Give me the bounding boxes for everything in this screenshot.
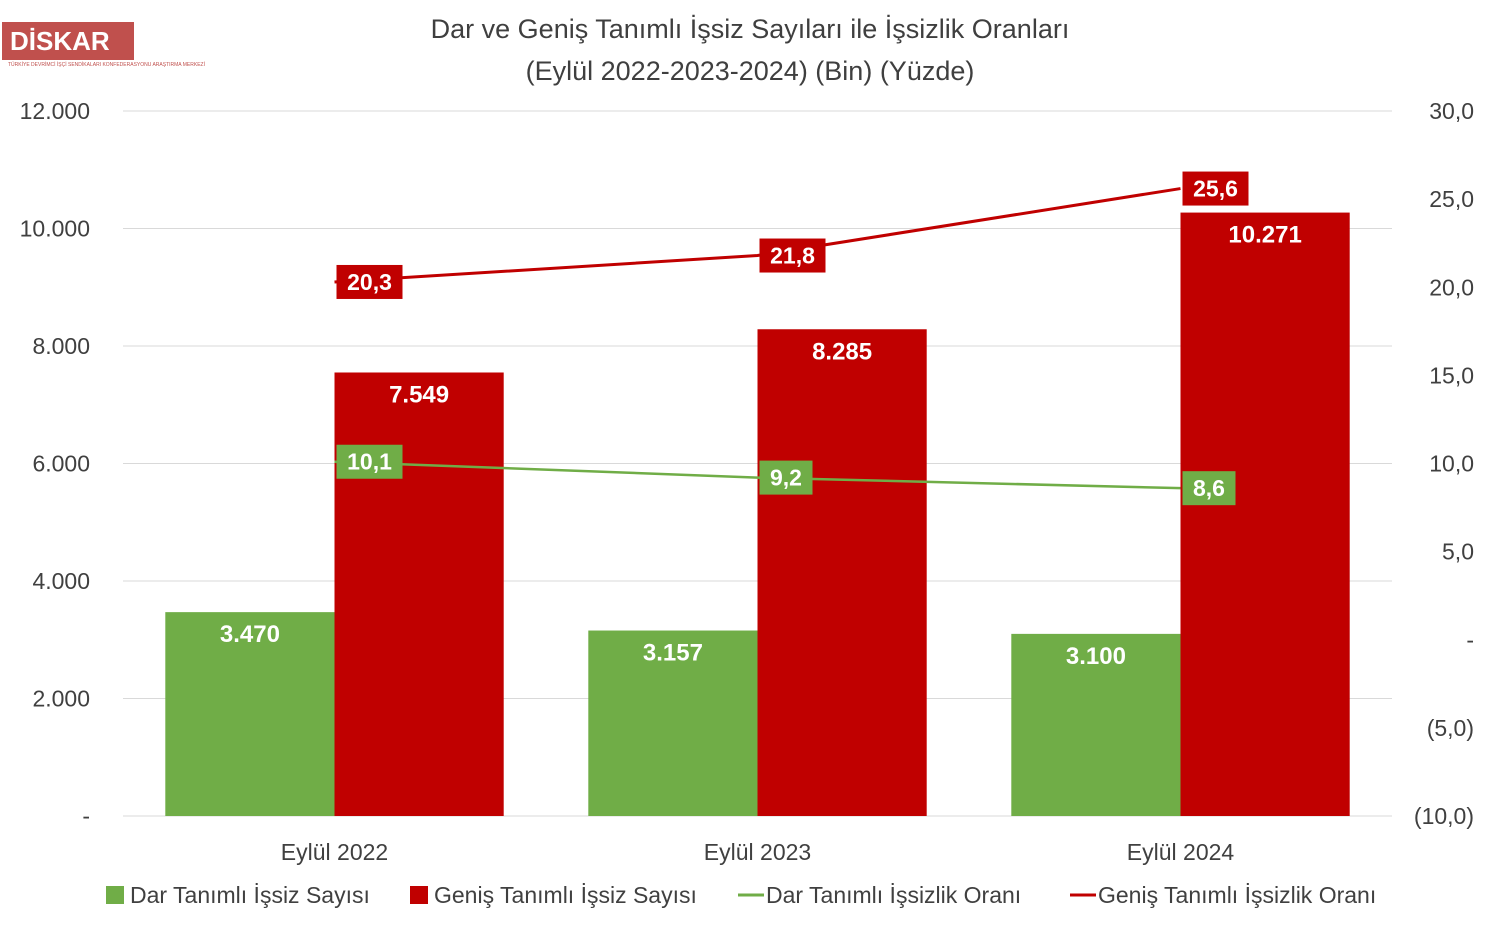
series-line: [334, 460, 1181, 490]
bar-value-label: 3.157: [643, 640, 703, 667]
point-label-box: [1182, 471, 1236, 506]
legend-label: Dar Tanımlı İşsiz Sayısı: [130, 882, 370, 908]
category-label: Eylül 2024: [1127, 839, 1235, 865]
right-tick-label: 10,0: [1429, 451, 1474, 477]
point-label-box: [1182, 171, 1249, 206]
bar-value-label: 7.549: [389, 381, 449, 408]
right-tick-label: 15,0: [1429, 362, 1474, 388]
right-axis: (10,0) (5,0) - 5,0 10,0 15,0 20,0 25,0 30,0: [1414, 98, 1474, 829]
left-axis: - 2.000 4.000 6.000 8.000 10.000 12.000: [20, 98, 90, 829]
bar: [1180, 212, 1350, 817]
logo-background: [2, 22, 134, 60]
left-tick-label: 10.000: [20, 216, 90, 242]
legend-swatch: [410, 886, 428, 904]
bar-value-label: 10.271: [1228, 222, 1301, 249]
chart-subtitle: (Eylül 2022-2023-2024) (Bin) (Yüzde): [526, 56, 975, 86]
right-tick-label: 30,0: [1429, 98, 1474, 124]
left-tick-label: 2.000: [32, 686, 90, 712]
point-value-label: 21,8: [770, 243, 815, 269]
left-tick-label: -: [82, 803, 90, 829]
left-tick-label: 4.000: [32, 568, 90, 594]
point-value-label: 20,3: [347, 269, 392, 295]
point-value-label: 25,6: [1193, 176, 1238, 202]
point-value-label: 9,2: [770, 465, 802, 491]
legend-swatch: [106, 886, 124, 904]
bar: [757, 329, 927, 816]
left-tick-label: 8.000: [32, 333, 90, 359]
bar: [1011, 633, 1181, 816]
diskar-logo: DİSKAR TÜRKİYE DEVRİMCİ İŞÇİ SENDİKALARI…: [2, 22, 205, 68]
right-tick-label: 20,0: [1429, 274, 1474, 300]
point-label-box: [759, 460, 813, 495]
left-tick-label: 12.000: [20, 98, 90, 124]
bars: 3.470 3.157 3.100 7.549 8.285 10.271: [165, 212, 1350, 817]
lines: 10,1 9,2 8,6 20,3 21,8 25,6: [334, 171, 1249, 506]
legend-label: Geniş Tanımlı İşsizlik Oranı: [1098, 882, 1376, 908]
right-tick-label: (10,0): [1414, 803, 1474, 829]
logo-text: DİSKAR: [10, 26, 110, 56]
bar-value-label: 8.285: [812, 338, 872, 365]
point-value-label: 8,6: [1193, 475, 1225, 501]
bar-value-label: 3.100: [1066, 643, 1126, 670]
category-label: Eylül 2022: [281, 839, 388, 865]
right-tick-label: 5,0: [1442, 539, 1474, 565]
chart-title: Dar ve Geniş Tanımlı İşsiz Sayıları ile …: [431, 13, 1070, 44]
left-tick-label: 6.000: [32, 451, 90, 477]
category-label: Eylül 2023: [704, 839, 811, 865]
point-label-box: [336, 444, 403, 479]
point-label-box: [759, 238, 826, 273]
point-label-box: [336, 264, 403, 299]
category-axis: Eylül 2022 Eylül 2023 Eylül 2024: [281, 839, 1235, 865]
bar: [588, 630, 758, 816]
bar: [334, 372, 504, 816]
right-tick-label: 25,0: [1429, 186, 1474, 212]
logo-subtitle: TÜRKİYE DEVRİMCİ İŞÇİ SENDİKALARI KONFED…: [8, 61, 205, 68]
right-tick-label: (5,0): [1427, 715, 1474, 741]
legend-label: Geniş Tanımlı İşsiz Sayısı: [434, 882, 697, 908]
series-line: [334, 187, 1181, 284]
legend: Dar Tanımlı İşsiz Sayısı Geniş Tanımlı İş…: [106, 882, 1376, 908]
legend-label: Dar Tanımlı İşsizlik Oranı: [766, 882, 1021, 908]
right-tick-label: -: [1466, 627, 1474, 653]
bar-value-label: 3.470: [220, 621, 280, 648]
point-value-label: 10,1: [347, 449, 392, 475]
bar: [165, 612, 335, 816]
